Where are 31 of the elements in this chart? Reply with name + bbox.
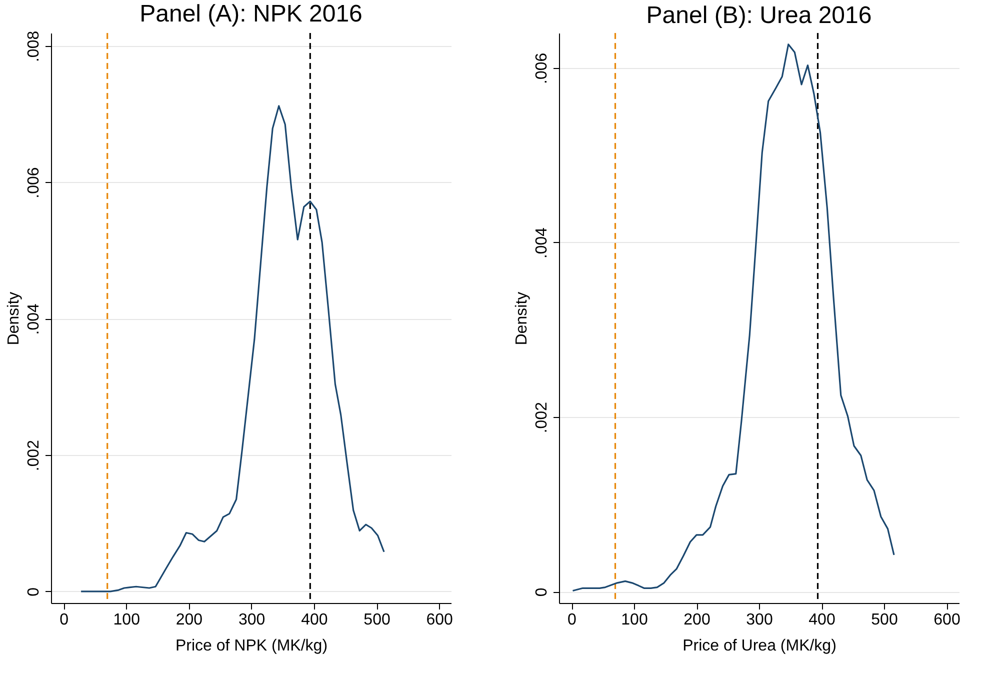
x-axis-title: Price of Urea (MK/kg)	[682, 638, 836, 654]
y-tick-label: .006	[26, 167, 42, 198]
y-tick-label: .008	[26, 30, 42, 62]
y-axis-title: Density	[514, 292, 530, 346]
x-tick-label: 200	[176, 612, 203, 628]
x-axis-title: Price of NPK (MK/kg)	[175, 638, 328, 654]
y-tick-label: .002	[534, 402, 550, 434]
x-tick-label: 600	[426, 612, 454, 628]
x-tick-label: 100	[621, 612, 648, 628]
x-tick-label: 0	[60, 612, 69, 628]
y-tick-label: .004	[26, 304, 42, 335]
line-series	[80, 105, 385, 592]
x-tick-label: 500	[871, 612, 898, 628]
x-tick-label: 300	[746, 612, 773, 628]
line-series	[572, 44, 895, 592]
y-axis-title: Density	[6, 292, 22, 346]
x-tick-label: 400	[301, 612, 328, 628]
x-tick-label: 600	[934, 612, 960, 628]
y-tick-label: 0	[26, 587, 42, 596]
chart-title: Panel (A): NPK 2016	[140, 0, 362, 28]
y-tick-label: .002	[26, 440, 42, 472]
y-tick-label: .006	[534, 52, 550, 84]
x-tick-label: 200	[684, 612, 710, 628]
x-tick-label: 0	[568, 612, 577, 628]
x-tick-label: 300	[238, 612, 266, 628]
x-tick-label: 500	[364, 612, 390, 628]
x-tick-label: 400	[808, 612, 836, 628]
x-tick-label: 100	[113, 612, 140, 628]
y-tick-label: .004	[534, 227, 550, 259]
y-tick-label: 0	[534, 588, 550, 597]
chart-title: Panel (B): Urea 2016	[646, 2, 872, 30]
